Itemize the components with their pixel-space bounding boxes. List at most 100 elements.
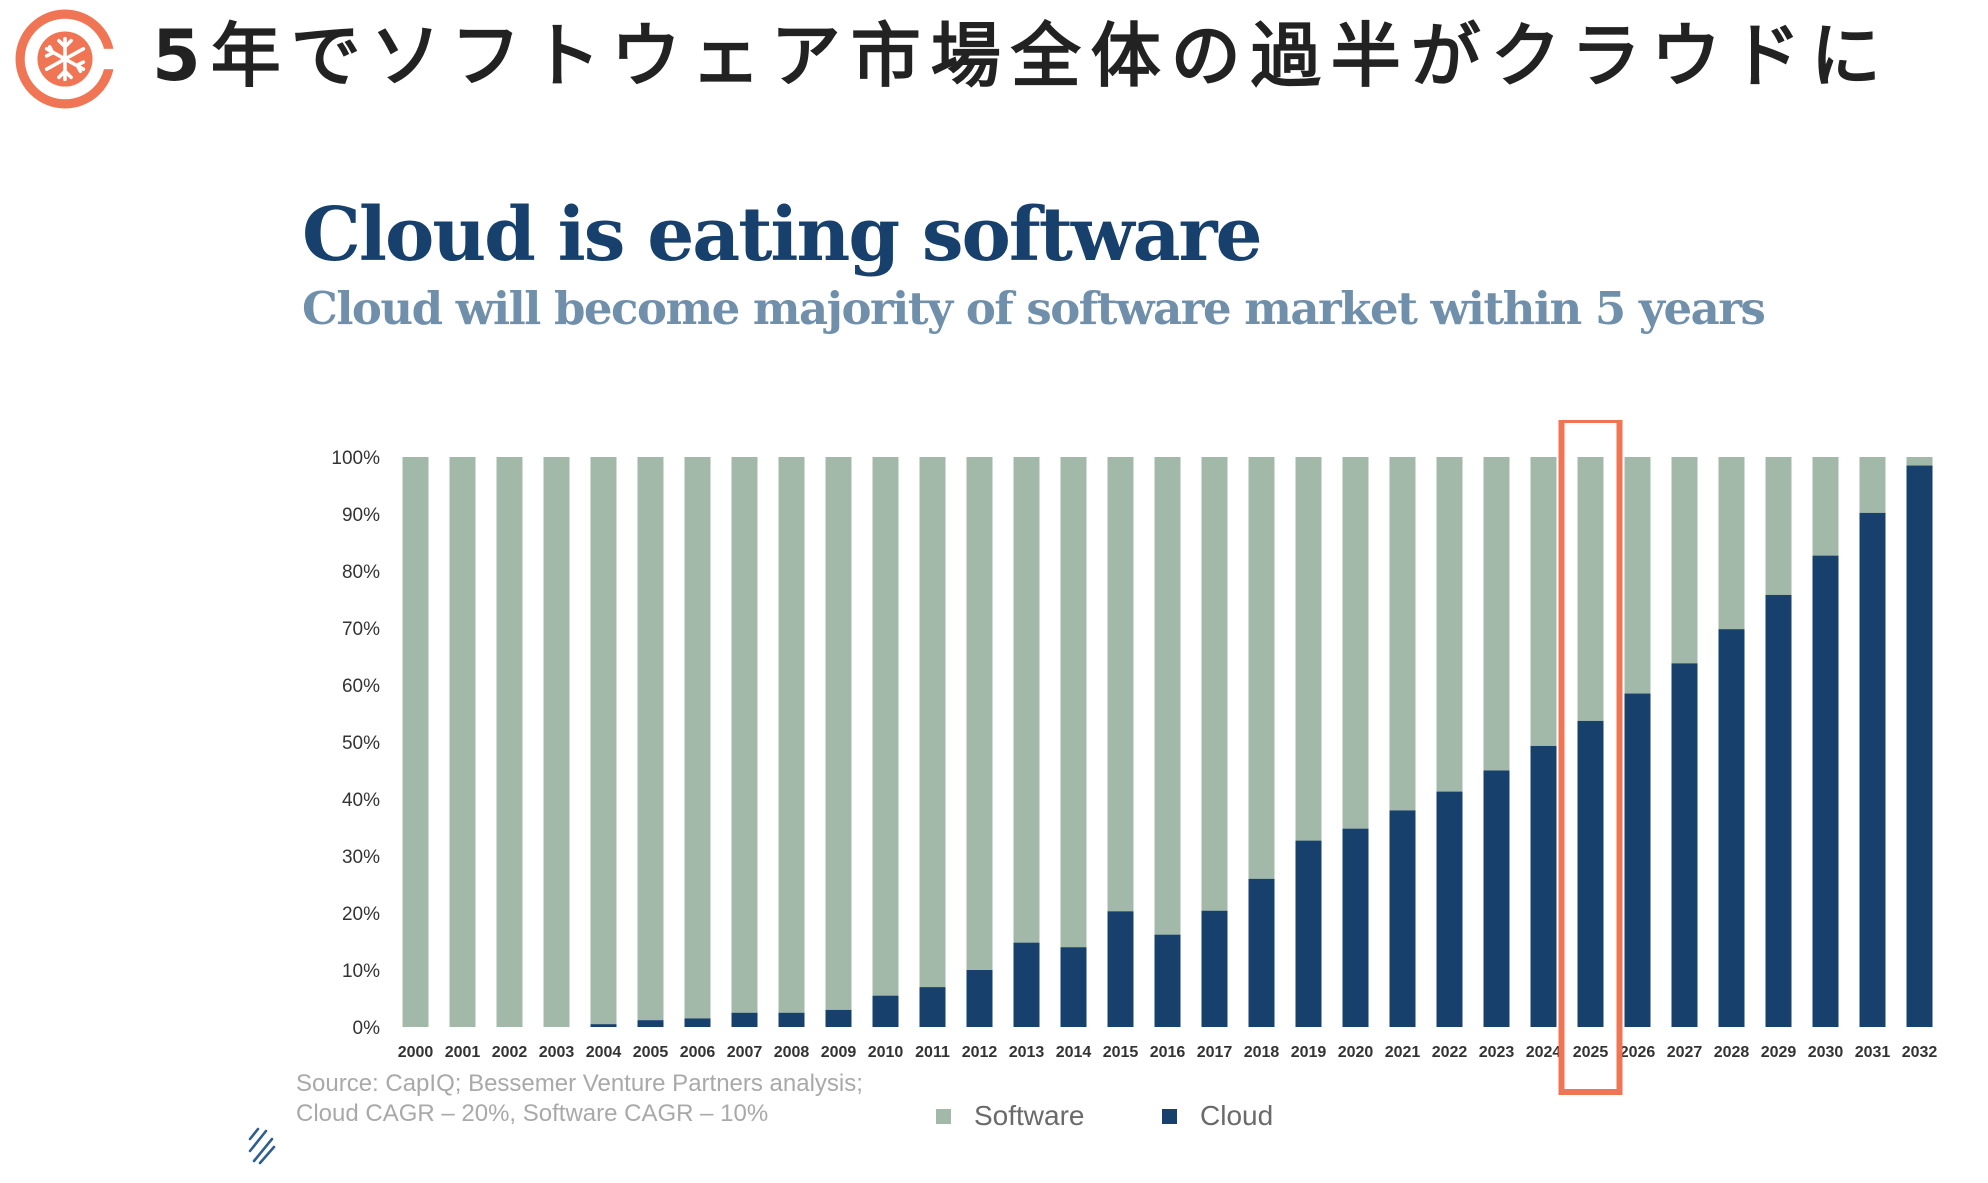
x-tick-label: 2026 — [1620, 1044, 1656, 1061]
stacked-bar-chart: 0% 10% 20% 30% 40% 50% 60% 70% 80% 90% 100% 2000 200… — [331, 420, 1938, 1095]
x-tick-label: 2008 — [774, 1044, 810, 1061]
bar-cloud-2009 — [825, 1009, 852, 1027]
bar-software-2004 — [590, 457, 617, 1025]
bar-software-2022 — [1436, 457, 1463, 792]
x-tick-label: 2003 — [539, 1044, 575, 1061]
x-tick-label: 2023 — [1479, 1044, 1515, 1061]
x-tick-label: 2020 — [1338, 1044, 1374, 1061]
x-tick-label: 2017 — [1197, 1044, 1233, 1061]
highlight-box-2025 — [1558, 420, 1623, 1095]
bar-cloud-2027 — [1671, 663, 1698, 1027]
x-tick-label: 2024 — [1526, 1044, 1562, 1061]
bar-cloud-2028 — [1718, 629, 1745, 1027]
x-tick-label: 2000 — [398, 1044, 434, 1061]
y-tick-label: 60% — [342, 676, 380, 697]
bar-software-2013 — [1013, 457, 1040, 943]
bar-cloud-2011 — [919, 987, 946, 1027]
bar-software-2010 — [872, 457, 899, 996]
bar-software-2028 — [1718, 457, 1745, 630]
bar-software-2031 — [1859, 457, 1886, 513]
bar-software-2000 — [402, 457, 429, 1027]
bar-cloud-2026 — [1624, 693, 1651, 1027]
bar-software-2025 — [1577, 457, 1604, 721]
bar-cloud-2025 — [1577, 720, 1604, 1027]
bar-cloud-2015 — [1107, 911, 1134, 1027]
x-tick-label: 2011 — [915, 1044, 950, 1061]
x-tick-label: 2018 — [1244, 1044, 1280, 1061]
x-tick-label: 2007 — [727, 1044, 763, 1061]
chart-title: Cloud is eating software — [302, 192, 1263, 278]
bar-cloud-2022 — [1436, 791, 1463, 1027]
y-tick-label: 90% — [342, 505, 380, 526]
slide-header: 5年でソフトウェア市場全体の過半がクラウドに — [0, 0, 1988, 120]
x-tick-label: 2032 — [1902, 1044, 1938, 1061]
x-tick-label: 2002 — [492, 1044, 528, 1061]
x-tick-label: 2031 — [1855, 1044, 1891, 1061]
bessemer-logo-icon — [248, 1127, 276, 1165]
bar-software-2006 — [684, 457, 711, 1019]
x-tick-label: 2029 — [1761, 1044, 1797, 1061]
x-tick-label: 2030 — [1808, 1044, 1844, 1061]
bar-cloud-2013 — [1013, 942, 1040, 1027]
source-line-2: Cloud CAGR – 20%, Software CAGR – 10% — [296, 1100, 769, 1127]
x-tick-label: 2012 — [962, 1044, 998, 1061]
bar-software-2011 — [919, 457, 946, 988]
bar-cloud-2029 — [1765, 594, 1792, 1027]
bar-software-2024 — [1530, 457, 1557, 746]
logo-icon — [15, 9, 116, 109]
bar-cloud-2006 — [684, 1018, 711, 1027]
bar-software-2030 — [1812, 457, 1839, 556]
y-tick-label: 80% — [342, 562, 380, 583]
bar-cloud-2031 — [1859, 512, 1886, 1027]
x-tick-label: 2005 — [633, 1044, 669, 1061]
x-tick-label: 2015 — [1103, 1044, 1139, 1061]
bar-software-2023 — [1483, 457, 1510, 771]
bar-software-2017 — [1201, 457, 1228, 911]
bar-cloud-2014 — [1060, 947, 1087, 1027]
y-tick-label: 20% — [342, 904, 380, 925]
y-tick-label: 0% — [353, 1018, 381, 1039]
bar-cloud-2032 — [1906, 465, 1933, 1027]
bar-software-2029 — [1765, 457, 1792, 595]
bar-software-2032 — [1906, 457, 1933, 466]
bar-cloud-2012 — [966, 970, 993, 1027]
y-tick-label: 100% — [331, 448, 380, 469]
x-tick-label: 2022 — [1432, 1044, 1468, 1061]
bar-cloud-2005 — [637, 1020, 664, 1027]
legend-label-cloud: Cloud — [1200, 1100, 1274, 1131]
bar-software-2008 — [778, 457, 805, 1013]
x-tick-label: 2001 — [445, 1044, 481, 1061]
x-tick-label: 2025 — [1573, 1044, 1609, 1061]
bar-cloud-2017 — [1201, 910, 1228, 1027]
bar-software-2014 — [1060, 457, 1087, 948]
bar-software-2015 — [1107, 457, 1134, 912]
bar-cloud-2008 — [778, 1012, 805, 1027]
y-tick-label: 30% — [342, 847, 380, 868]
source-note: Source: CapIQ; Bessemer Venture Partners… — [296, 1069, 863, 1129]
bar-software-2027 — [1671, 457, 1698, 664]
y-tick-label: 50% — [342, 733, 380, 754]
bar-software-2020 — [1342, 457, 1369, 829]
x-tick-label: 2006 — [680, 1044, 716, 1061]
bar-cloud-2020 — [1342, 828, 1369, 1027]
x-tick-label: 2009 — [821, 1044, 857, 1061]
bar-cloud-2021 — [1389, 810, 1416, 1027]
y-tick-label: 70% — [342, 619, 380, 640]
bar-cloud-2024 — [1530, 745, 1557, 1027]
bar-software-2005 — [637, 457, 664, 1021]
bar-cloud-2030 — [1812, 555, 1839, 1027]
bar-software-2018 — [1248, 457, 1275, 879]
slide-title: 5年でソフトウェア市場全体の過半がクラウドに — [152, 15, 1891, 97]
bar-software-2016 — [1154, 457, 1181, 935]
legend-swatch-software — [936, 1109, 951, 1124]
bar-software-2012 — [966, 457, 993, 970]
x-tick-label: 2016 — [1150, 1044, 1186, 1061]
x-tick-label: 2019 — [1291, 1044, 1327, 1061]
bar-software-2003 — [543, 457, 570, 1027]
x-tick-label: 2027 — [1667, 1044, 1703, 1061]
source-line-1: Source: CapIQ; Bessemer Venture Partners… — [296, 1070, 863, 1097]
bar-cloud-2016 — [1154, 934, 1181, 1027]
bar-cloud-2023 — [1483, 770, 1510, 1027]
bar-cloud-2004 — [590, 1024, 617, 1027]
legend-swatch-cloud — [1162, 1109, 1177, 1124]
